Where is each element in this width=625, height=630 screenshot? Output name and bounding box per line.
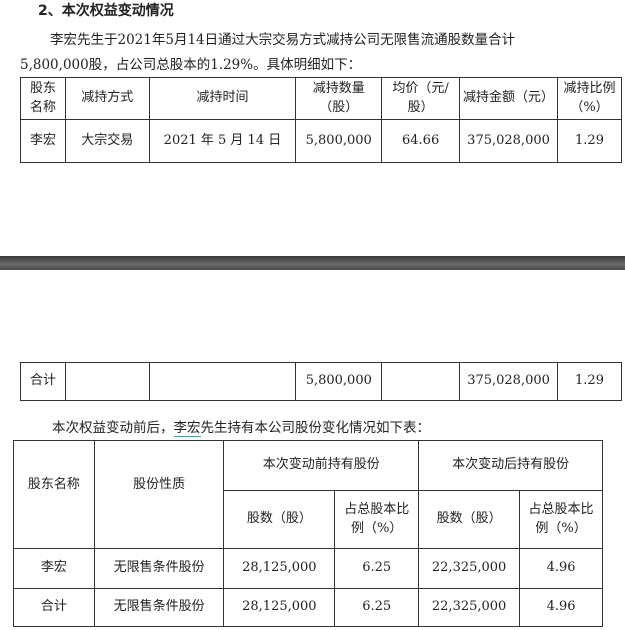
header-cell: 减持数量（股） bbox=[295, 77, 383, 120]
table-header-row: 股东名称 减持方式 减持时间 减持数量（股） 均价（元/股） 减持金额（元） 减… bbox=[20, 77, 622, 120]
cell: 无限售条件股份 bbox=[93, 548, 225, 589]
header-cell: 本次变动后持有股份 bbox=[418, 440, 603, 491]
table-row: 李宏 无限售条件股份 28,125,000 6.25 22,325,000 4.… bbox=[13, 548, 603, 589]
paragraph-line: 5,800,000股，占公司总股本的1.29%。具体明细如下： bbox=[20, 57, 362, 73]
text: 先生持有本公司股份变化情况如下表： bbox=[200, 420, 431, 436]
header-cell: 减持方式 bbox=[64, 77, 150, 120]
header-cell: 减持时间 bbox=[148, 77, 297, 120]
paragraph-line: 李宏先生于2021年5月14日通过大宗交易方式减持公司无限售流通股数量合计 bbox=[50, 32, 516, 48]
header-cell: 股数（股） bbox=[223, 490, 336, 549]
cell: 22,325,000 bbox=[418, 588, 521, 627]
table-total-row: 合计 5,800,000 375,028,000 1.29 bbox=[20, 362, 622, 401]
cell: 375,028,000 bbox=[459, 362, 559, 401]
header-cell: 占总股本比例（%） bbox=[334, 490, 420, 549]
cell: 28,125,000 bbox=[223, 548, 336, 589]
cell: 6.25 bbox=[334, 548, 420, 589]
cell: 4.96 bbox=[519, 548, 603, 589]
cell: 1.29 bbox=[557, 119, 622, 163]
reduction-table: 股东名称 减持方式 减持时间 减持数量（股） 均价（元/股） 减持金额（元） 减… bbox=[20, 77, 622, 163]
header-cell: 减持比例（%） bbox=[557, 77, 622, 120]
shareholder-name-link: 李宏 bbox=[173, 420, 201, 437]
table-row: 合计 无限售条件股份 28,125,000 6.25 22,325,000 4.… bbox=[13, 588, 603, 627]
text: 本次权益变动前后， bbox=[52, 420, 174, 436]
cell bbox=[381, 362, 461, 401]
cell: 22,325,000 bbox=[418, 548, 521, 589]
header-cell: 占总股本比例（%） bbox=[519, 490, 603, 549]
table-header-row: 股数（股） 占总股本比例（%） 股数（股） 占总股本比例（%） bbox=[14, 490, 603, 549]
paragraph-line: 本次权益变动前后，李宏先生持有本公司股份变化情况如下表： bbox=[52, 416, 431, 437]
cell: 2021 年 5 月 14 日 bbox=[148, 119, 297, 163]
header-cell: 股东名称 bbox=[13, 440, 95, 549]
cell: 大宗交易 bbox=[64, 119, 150, 163]
cell: 4.96 bbox=[519, 588, 603, 627]
section-heading: 2、本次权益变动情况 bbox=[38, 3, 174, 19]
header-cell: 股东名称 bbox=[20, 77, 66, 120]
table-header-row: 股东名称 股份性质 本次变动前持有股份 本次变动后持有股份 bbox=[13, 440, 603, 549]
cell: 无限售条件股份 bbox=[93, 588, 225, 627]
cell: 5,800,000 bbox=[295, 362, 383, 401]
cell bbox=[148, 362, 297, 401]
cell: 李宏 bbox=[13, 548, 95, 589]
cell: 6.25 bbox=[334, 588, 420, 627]
cell: 合计 bbox=[20, 362, 66, 401]
cell: 64.66 bbox=[381, 119, 461, 163]
cell bbox=[64, 362, 150, 401]
header-cell: 股份性质 bbox=[93, 440, 225, 549]
cell: 28,125,000 bbox=[223, 588, 336, 627]
reduction-table-total: 合计 5,800,000 375,028,000 1.29 bbox=[20, 362, 622, 401]
header-cell: 股数（股） bbox=[418, 490, 521, 549]
table-row: 李宏 大宗交易 2021 年 5 月 14 日 5,800,000 64.66 … bbox=[20, 119, 622, 163]
page-break-bar bbox=[0, 256, 625, 270]
cell: 合计 bbox=[13, 588, 95, 627]
header-cell: 均价（元/股） bbox=[381, 77, 461, 120]
cell: 375,028,000 bbox=[459, 119, 559, 163]
header-cell: 本次变动前持有股份 bbox=[223, 440, 420, 491]
header-cell: 减持金额（元） bbox=[459, 77, 559, 120]
cell: 李宏 bbox=[20, 119, 66, 163]
cell: 5,800,000 bbox=[295, 119, 383, 163]
shareholding-change-table: 股东名称 股份性质 本次变动前持有股份 本次变动后持有股份 股数（股） 占总股本… bbox=[13, 440, 603, 627]
cell: 1.29 bbox=[557, 362, 622, 401]
